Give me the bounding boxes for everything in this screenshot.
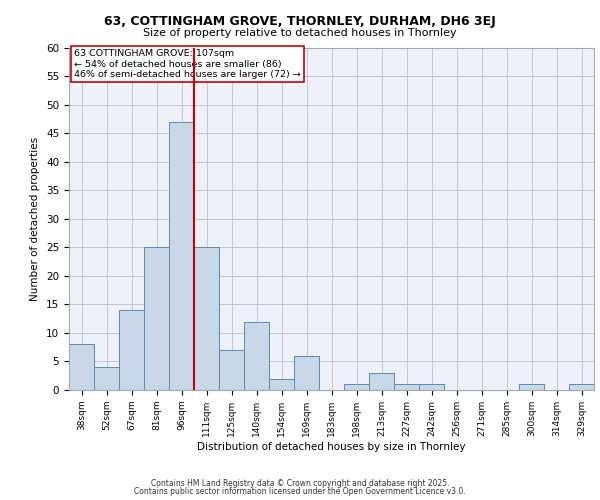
Bar [569, 384, 594, 390]
Bar [194, 248, 219, 390]
Bar [369, 373, 394, 390]
Bar [69, 344, 94, 390]
Text: Contains public sector information licensed under the Open Government Licence v3: Contains public sector information licen… [134, 487, 466, 496]
Bar [244, 322, 269, 390]
Bar [219, 350, 244, 390]
Y-axis label: Number of detached properties: Number of detached properties [31, 136, 40, 301]
Bar [169, 122, 194, 390]
Text: 63, COTTINGHAM GROVE, THORNLEY, DURHAM, DH6 3EJ: 63, COTTINGHAM GROVE, THORNLEY, DURHAM, … [104, 15, 496, 28]
X-axis label: Distribution of detached houses by size in Thornley: Distribution of detached houses by size … [197, 442, 466, 452]
Bar [94, 367, 119, 390]
Bar [294, 356, 319, 390]
Text: 63 COTTINGHAM GROVE: 107sqm
← 54% of detached houses are smaller (86)
46% of sem: 63 COTTINGHAM GROVE: 107sqm ← 54% of det… [74, 49, 301, 79]
Bar [119, 310, 144, 390]
Bar [344, 384, 369, 390]
Bar [269, 378, 294, 390]
Bar [394, 384, 419, 390]
Text: Contains HM Land Registry data © Crown copyright and database right 2025.: Contains HM Land Registry data © Crown c… [151, 478, 449, 488]
Bar [144, 248, 169, 390]
Bar [519, 384, 544, 390]
Text: Size of property relative to detached houses in Thornley: Size of property relative to detached ho… [143, 28, 457, 38]
Bar [419, 384, 444, 390]
